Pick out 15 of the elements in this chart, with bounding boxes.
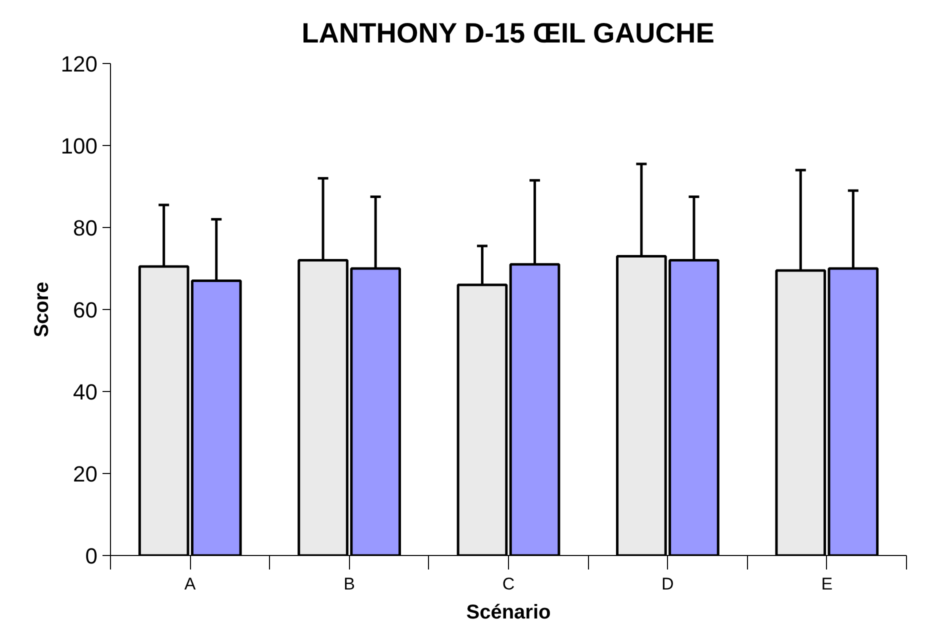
y-tick-label: 80 (73, 216, 98, 240)
y-axis-title: Score (30, 282, 53, 338)
y-tick-label: 20 (73, 462, 98, 486)
y-tick-label: 0 (85, 544, 98, 568)
y-tick-label: 100 (60, 134, 98, 158)
chart-title: LANTHONY D-15 ŒIL GAUCHE (302, 18, 714, 48)
x-tick-label: A (184, 574, 196, 594)
x-tick-label: B (344, 574, 355, 594)
y-tick-label: 60 (73, 298, 98, 322)
x-tick-label: E (821, 574, 833, 594)
x-tick-label: D (662, 574, 674, 594)
x-tick-label: C (502, 574, 515, 594)
x-axis-title: Scénario (466, 602, 551, 624)
y-tick-label: 40 (73, 380, 98, 404)
y-tick-label: 120 (60, 52, 98, 76)
